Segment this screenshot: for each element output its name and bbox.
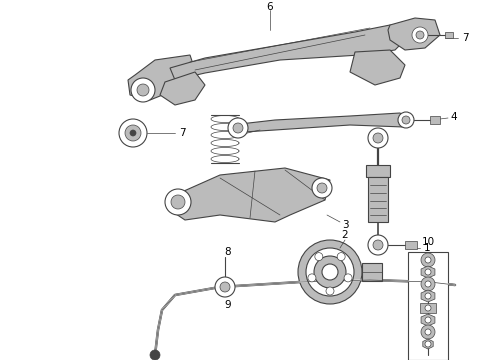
Circle shape [165,189,191,215]
Circle shape [398,112,414,128]
Polygon shape [421,266,435,278]
Circle shape [317,183,327,193]
Circle shape [425,269,431,275]
Circle shape [150,350,160,360]
Text: 7: 7 [462,33,468,43]
Circle shape [373,240,383,250]
Polygon shape [388,18,440,50]
Circle shape [119,119,147,147]
Polygon shape [160,72,205,105]
Circle shape [326,287,334,295]
Circle shape [220,282,230,292]
Circle shape [425,317,431,323]
Circle shape [130,130,136,136]
Circle shape [425,293,431,299]
Bar [366,165,390,177]
Circle shape [306,248,354,296]
Polygon shape [423,339,433,349]
Bar [420,303,436,313]
Circle shape [373,133,383,143]
Bar [408,252,448,360]
Circle shape [215,277,235,297]
Polygon shape [170,25,410,80]
Circle shape [425,305,431,311]
Polygon shape [421,290,435,302]
Polygon shape [170,168,330,222]
Text: 1: 1 [424,243,430,253]
Text: 8: 8 [225,247,231,257]
Polygon shape [128,55,195,100]
Text: 6: 6 [267,2,273,12]
Circle shape [228,118,248,138]
Circle shape [171,195,185,209]
Circle shape [315,253,323,261]
Circle shape [308,274,316,282]
Bar [405,241,417,249]
Bar [368,177,388,222]
Circle shape [368,235,388,255]
Text: 3: 3 [342,220,348,230]
Text: 4: 4 [451,112,457,122]
Circle shape [337,253,345,261]
Circle shape [402,116,410,124]
Text: 7: 7 [179,128,185,138]
Circle shape [344,274,352,282]
Circle shape [425,281,431,287]
Circle shape [125,125,141,141]
Polygon shape [421,314,435,326]
Circle shape [314,256,346,288]
Text: 2: 2 [342,230,348,240]
Polygon shape [350,50,405,85]
Circle shape [416,31,424,39]
Circle shape [425,329,431,335]
Circle shape [425,257,431,263]
Text: 10: 10 [421,237,435,247]
Text: 5: 5 [264,123,270,133]
Circle shape [312,178,332,198]
Polygon shape [240,113,408,132]
Circle shape [137,84,149,96]
Circle shape [425,341,431,347]
Circle shape [131,78,155,102]
Circle shape [322,264,338,280]
Bar [430,116,440,124]
Circle shape [421,253,435,267]
Circle shape [233,123,243,133]
Circle shape [421,277,435,291]
Circle shape [412,27,428,43]
Circle shape [421,325,435,339]
Circle shape [298,240,362,304]
Bar [362,263,382,281]
Bar [445,32,453,38]
Text: 9: 9 [225,300,231,310]
Circle shape [368,128,388,148]
